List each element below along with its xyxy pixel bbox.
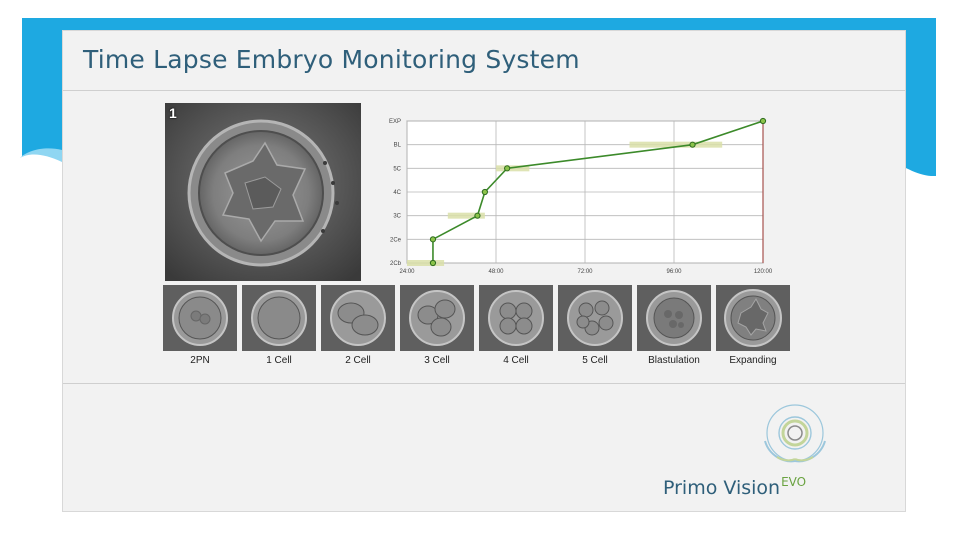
range-band (407, 260, 445, 266)
brand-wordmark: Primo VisionEVO (663, 475, 806, 499)
y-tick-label: 4C (393, 190, 401, 196)
primo-vision-logo-icon (764, 404, 826, 463)
stage-label: Expanding (729, 355, 777, 366)
stage-timeline-chart: 2Cb 2Ce 3C 4C 5C BL EXP 24:00 48:00 72:00 96:00 120… (381, 105, 781, 283)
slide-title: Time Lapse Embryo Monitoring System (83, 45, 580, 74)
data-point (429, 259, 437, 267)
stage-label: Blastulation (648, 355, 700, 366)
thumbnail-3-cell (400, 285, 474, 351)
brand-name: Primo Vision (663, 477, 781, 499)
thumbnail-4-cell (479, 285, 553, 351)
x-tick-label: 48:00 (488, 269, 504, 275)
slide-panel: Time Lapse Embryo Monitoring System (62, 30, 906, 512)
thumbnail-expanding (716, 285, 790, 351)
thumbnail-5-cell (558, 285, 632, 351)
stage-thumbnails (163, 285, 791, 351)
y-tick-label: EXP (389, 119, 401, 125)
data-point (504, 165, 511, 172)
content-divider (63, 383, 905, 384)
data-point (689, 141, 696, 148)
title-divider (63, 90, 905, 91)
x-tick-label: 72:00 (577, 269, 593, 275)
data-point (481, 188, 488, 196)
stage-label: 2PN (190, 355, 210, 366)
stage-label: 5 Cell (582, 355, 608, 366)
thumbnail-2pn (163, 285, 237, 351)
photo-number: 1 (169, 105, 177, 121)
range-band (629, 141, 723, 148)
thumbnail-blastulation (637, 285, 711, 351)
stage-label: 1 Cell (266, 355, 292, 366)
x-tick-label: 24:00 (399, 269, 415, 275)
y-tick-label: 5C (393, 166, 401, 172)
stage-label: 4 Cell (503, 355, 529, 366)
range-band (447, 212, 485, 219)
stage-label: 3 Cell (424, 355, 450, 366)
data-point (474, 212, 481, 219)
thumbnail-2-cell (321, 285, 395, 351)
y-tick-label: BL (394, 143, 402, 149)
y-tick-label: 2Cb (390, 261, 402, 267)
data-point (429, 236, 437, 243)
main-embryo-photo: 1 (165, 103, 361, 281)
y-tick-label: 3C (393, 214, 401, 220)
x-tick-label: 96:00 (666, 269, 682, 275)
y-tick-label: 2Ce (390, 237, 402, 243)
brand-suffix: EVO (781, 475, 807, 489)
x-tick-label: 120:00 (754, 269, 773, 275)
data-point (759, 117, 767, 125)
thumbnail-1-cell (242, 285, 316, 351)
stage-label: 2 Cell (345, 355, 371, 366)
